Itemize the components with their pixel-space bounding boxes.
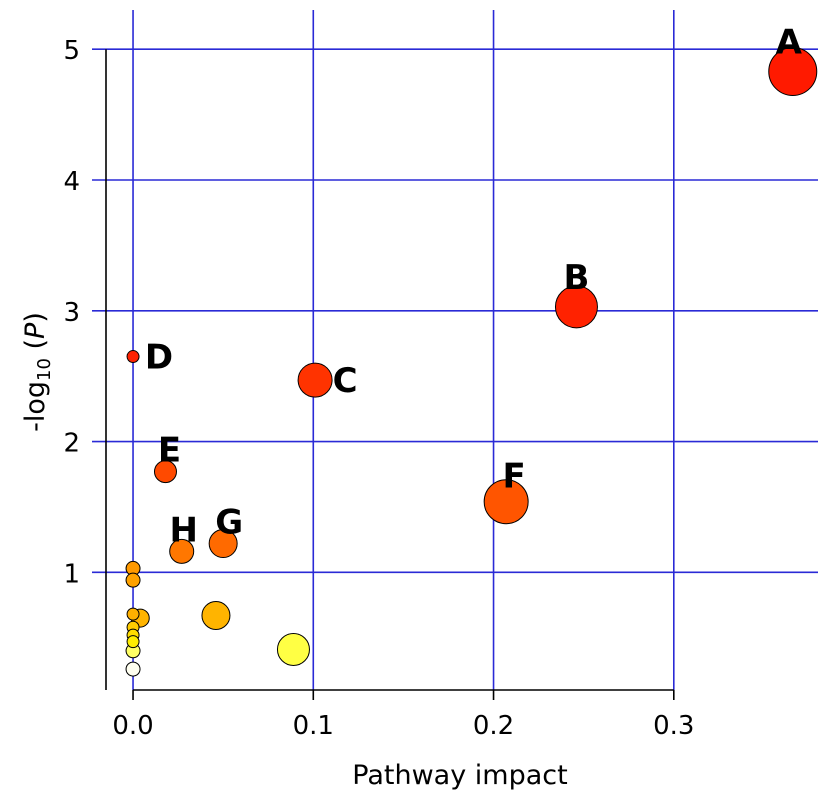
data-point-b (554, 285, 598, 329)
x-tick-label: 0.2 (473, 711, 514, 741)
point-label-h: H (169, 510, 197, 550)
data-point-a (768, 46, 818, 96)
point-label-c: C (333, 361, 358, 401)
data-point-f (483, 479, 529, 525)
data-point-h (169, 538, 195, 564)
point-label-e: E (158, 431, 181, 471)
y-tick-label: 5 (63, 36, 80, 66)
x-tick-label: 0.1 (293, 711, 334, 741)
x-tick-label: 0.3 (653, 711, 694, 741)
y-axis-title-prefix: -log (20, 381, 51, 432)
data-point-e (153, 460, 177, 484)
grid-lines (92, 10, 818, 690)
y-axis-title-variable: P (20, 322, 51, 339)
data-point-g (208, 529, 238, 559)
y-tick-label: 1 (63, 559, 80, 589)
data-point (126, 607, 140, 621)
data-point (125, 661, 141, 677)
x-tick-label: 0.0 (112, 711, 153, 741)
point-label-a: A (776, 22, 803, 62)
y-tick-label: 4 (63, 167, 80, 197)
axes (105, 49, 675, 700)
y-axis-title: -log10 (P) (20, 312, 55, 432)
data-point (125, 572, 141, 588)
data-point (126, 635, 140, 649)
x-tick-labels: 0.0 0.1 0.2 0.3 (112, 711, 694, 741)
y-axis-title-open: ( (20, 339, 51, 358)
point-label-g: G (215, 503, 243, 543)
y-tick-label: 2 (63, 429, 80, 459)
y-tick-labels: 1 2 3 4 5 (63, 36, 80, 589)
point-label-b: B (563, 258, 589, 298)
data-points (125, 46, 818, 677)
data-point (276, 632, 310, 666)
y-axis-title-close: ) (20, 312, 51, 323)
point-label-f: F (503, 457, 526, 497)
point-labels: A B C D E F GH (145, 22, 803, 550)
x-axis-title: Pathway impact (352, 760, 567, 791)
y-axis-title-subscript: 10 (34, 358, 55, 381)
data-point (201, 600, 231, 630)
data-point-c (297, 362, 333, 398)
point-label-d: D (145, 338, 173, 378)
y-tick-label: 3 (63, 298, 80, 328)
data-point-d (126, 350, 140, 364)
